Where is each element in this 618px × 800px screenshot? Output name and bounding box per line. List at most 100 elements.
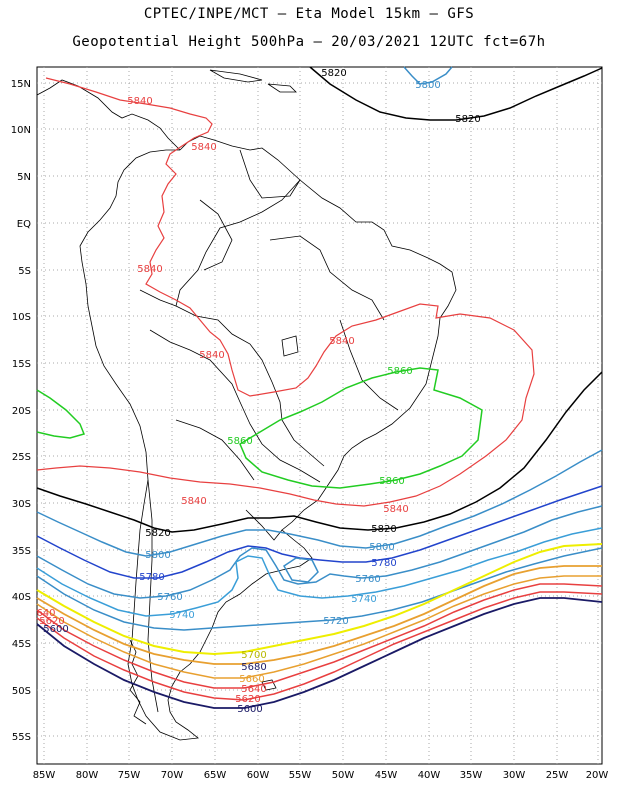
- lat-label: 50S: [12, 686, 31, 697]
- label-5800: 5800: [369, 542, 394, 553]
- contour-5620: [36, 591, 603, 701]
- contour-5640: [36, 583, 603, 689]
- lat-label: 20S: [12, 406, 31, 417]
- title-line-1: CPTEC/INPE/MCT – Eta Model 15km – GFS: [143, 6, 475, 22]
- contour-labels: 5840 5840 5840 5840 5840 5840 5840 5640 …: [36, 68, 480, 715]
- contour-5840-north: [36, 77, 535, 507]
- lon-label: 25W: [546, 770, 569, 781]
- coastline-south-america: [79, 135, 457, 741]
- border-interior-4: [339, 319, 399, 411]
- label-5820: 5820: [455, 114, 480, 125]
- lon-label: 65W: [204, 770, 227, 781]
- border-interior-2: [269, 235, 385, 321]
- border-interior-5: [239, 149, 301, 199]
- map-frame: [36, 66, 603, 765]
- label-5620: 5620: [235, 694, 260, 705]
- border-interior-3: [281, 335, 299, 357]
- contour-5860-west: [36, 389, 86, 439]
- chilean-islands: [129, 639, 147, 725]
- label-5860: 5860: [227, 436, 252, 447]
- lat-label: EQ: [17, 219, 31, 230]
- contour-5680: [36, 565, 602, 665]
- label-5820: 5820: [371, 524, 396, 535]
- lat-label: 55S: [12, 732, 31, 743]
- lon-label: 80W: [76, 770, 99, 781]
- label-5720: 5720: [323, 616, 348, 627]
- lat-axis: 15N 10N 5N EQ 5S 10S 15S 20S 25S 30S 35S…: [11, 79, 31, 743]
- lon-label: 45W: [375, 770, 398, 781]
- lon-label: 35W: [460, 770, 483, 781]
- border-interior-1: [199, 199, 233, 271]
- contour-5740: [36, 527, 603, 617]
- label-5840: 5840: [181, 496, 206, 507]
- border-andes: [139, 289, 321, 483]
- lon-label: 75W: [118, 770, 141, 781]
- lat-label: 45S: [12, 639, 31, 650]
- lat-label: 40S: [12, 592, 31, 603]
- contour-5820-south: [36, 371, 603, 533]
- label-5600: 5600: [43, 624, 68, 635]
- lat-label: 10N: [11, 125, 31, 136]
- label-5600: 5600: [237, 704, 262, 715]
- coastlines: [36, 69, 457, 741]
- lat-label: 15S: [12, 359, 31, 370]
- label-5660: 5660: [239, 674, 264, 685]
- contour-5800: [36, 449, 603, 557]
- label-5840: 5840: [137, 264, 162, 275]
- label-5840: 5840: [191, 142, 216, 153]
- label-5840: 5840: [383, 504, 408, 515]
- label-5840: 5840: [199, 350, 224, 361]
- lat-label: 5S: [18, 266, 31, 277]
- label-5820: 5820: [145, 528, 170, 539]
- label-5700: 5700: [241, 650, 266, 661]
- lat-label: 30S: [12, 499, 31, 510]
- coastline-central-america: [36, 79, 181, 151]
- lon-label: 70W: [161, 770, 184, 781]
- label-5780: 5780: [139, 572, 164, 583]
- island-hispaniola: [267, 83, 297, 93]
- contour-5800-north: [403, 66, 453, 85]
- lon-label: 55W: [289, 770, 312, 781]
- title-line-2: Geopotential Height 500hPa – 20/03/2021 …: [72, 34, 546, 50]
- label-5760: 5760: [355, 574, 380, 585]
- lon-label: 30W: [503, 770, 526, 781]
- lon-label: 50W: [332, 770, 355, 781]
- lon-label: 20W: [586, 770, 609, 781]
- label-640: 640: [36, 608, 55, 619]
- contour-5660: [36, 575, 602, 679]
- label-5620: 5620: [39, 616, 64, 627]
- label-5780: 5780: [371, 558, 396, 569]
- lon-label: 40W: [418, 770, 441, 781]
- border-brazil-west: [175, 179, 325, 467]
- contour-5600: [36, 597, 603, 709]
- lat-label: 25S: [12, 452, 31, 463]
- contour-5780: [36, 485, 603, 579]
- label-5860: 5860: [387, 366, 412, 377]
- contour-5700: [36, 543, 603, 656]
- border-interior-7: [245, 509, 283, 541]
- lon-label: 60W: [247, 770, 270, 781]
- label-5800: 5800: [415, 80, 440, 91]
- island-cuba: [209, 69, 263, 83]
- label-5740: 5740: [169, 610, 194, 621]
- label-5680: 5680: [241, 662, 266, 673]
- label-5740: 5740: [351, 594, 376, 605]
- lat-label: 35S: [12, 546, 31, 557]
- contour-5760-closed: [283, 557, 319, 583]
- label-5860: 5860: [379, 476, 404, 487]
- lat-label: 10S: [12, 312, 31, 323]
- label-5800: 5800: [145, 550, 170, 561]
- lon-axis: 85W 80W 75W 70W 65W 60W 55W 50W 45W 40W …: [33, 770, 609, 781]
- label-5840: 5840: [329, 336, 354, 347]
- lat-label: 5N: [17, 172, 31, 183]
- label-5840: 5840: [127, 96, 152, 107]
- lat-label: 15N: [11, 79, 31, 90]
- contour-5860-main: [239, 367, 483, 489]
- label-5820: 5820: [321, 68, 346, 79]
- contour-5760: [36, 505, 603, 599]
- border-chile-argentina: [147, 479, 159, 713]
- label-5760: 5760: [157, 592, 182, 603]
- contour-5820-north: [309, 66, 603, 121]
- lon-label: 85W: [33, 770, 56, 781]
